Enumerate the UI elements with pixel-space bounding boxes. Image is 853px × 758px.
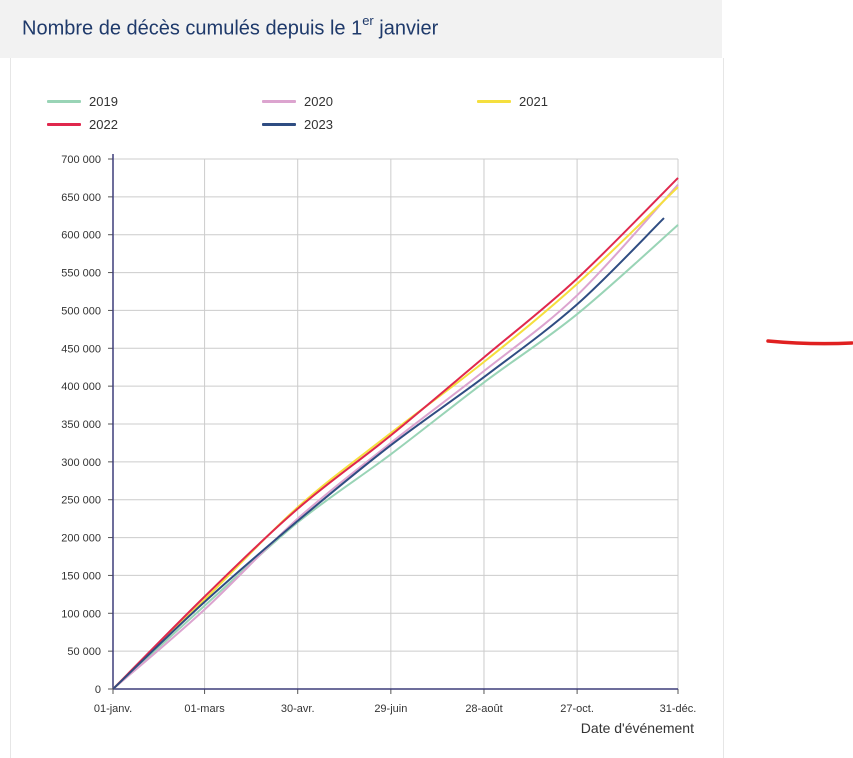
legend-label: 2020 (304, 93, 333, 109)
series-line-2023 (112, 217, 665, 690)
x-tick-label: 27-oct. (560, 703, 594, 715)
y-tick-label: 0 (95, 684, 101, 696)
series-line-2022 (112, 177, 679, 690)
legend-item-2021[interactable]: 2021 (477, 93, 548, 109)
y-tick-label: 450 000 (61, 343, 101, 355)
chart-header: Nombre de décès cumulés depuis le 1er ja… (0, 0, 722, 58)
legend-item-2023[interactable]: 2023 (262, 116, 333, 132)
y-tick-label: 250 000 (61, 495, 101, 507)
x-tick-label: 30-avr. (281, 703, 315, 715)
x-tick-label: 01-mars (184, 703, 225, 715)
legend-item-2022[interactable]: 2022 (47, 116, 118, 132)
legend-swatch (47, 99, 81, 103)
legend-swatch (47, 122, 81, 126)
legend-item-2020[interactable]: 2020 (262, 93, 333, 109)
legend-swatch (262, 122, 296, 126)
legend-label: 2022 (89, 116, 118, 132)
legend-swatch (477, 99, 511, 103)
x-tick-label: 28-août (465, 703, 502, 715)
y-tick-label: 150 000 (61, 570, 101, 582)
x-tick-label: 01-janv. (94, 703, 132, 715)
series-line-2020 (112, 184, 679, 690)
y-tick-label: 50 000 (67, 646, 101, 658)
legend-label: 2019 (89, 93, 118, 109)
x-tick-label: 31-déc. (660, 703, 697, 715)
x-axis-title: Date d'événement (581, 720, 694, 736)
chart-card (10, 58, 724, 758)
y-tick-label: 400 000 (61, 381, 101, 393)
y-tick-label: 300 000 (61, 457, 101, 469)
legend-swatch (262, 99, 296, 103)
series-line-2019 (112, 224, 679, 690)
red-annotation-mark (766, 339, 853, 346)
y-tick-label: 700 000 (61, 154, 101, 166)
title-main: Nombre de décès cumulés depuis le 1 (22, 17, 363, 40)
legend-item-2019[interactable]: 2019 (47, 93, 118, 109)
y-tick-label: 100 000 (61, 608, 101, 620)
y-tick-label: 350 000 (61, 419, 101, 431)
title-superscript: er (362, 13, 374, 28)
title-end: janvier (373, 17, 439, 40)
y-tick-label: 600 000 (61, 230, 101, 242)
y-tick-label: 500 000 (61, 305, 101, 317)
x-tick-label: 29-juin (374, 703, 407, 715)
legend-label: 2023 (304, 116, 333, 132)
y-tick-label: 650 000 (61, 192, 101, 204)
legend-label: 2021 (519, 93, 548, 109)
series-line-2021 (112, 186, 679, 690)
page-title: Nombre de décès cumulés depuis le 1er ja… (22, 13, 439, 41)
y-tick-label: 200 000 (61, 533, 101, 545)
y-tick-label: 550 000 (61, 268, 101, 280)
